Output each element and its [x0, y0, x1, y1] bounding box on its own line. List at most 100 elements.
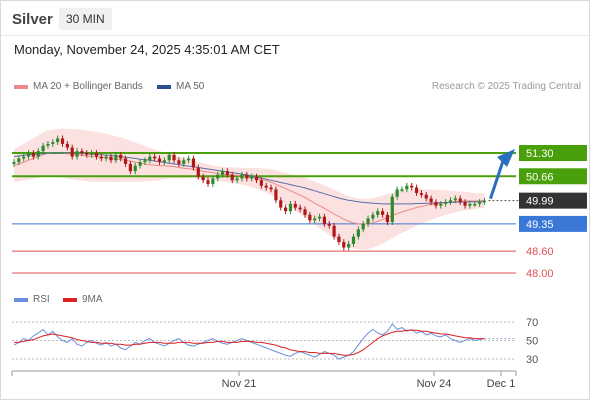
- candle-body: [167, 154, 171, 161]
- candle-body: [308, 214, 312, 221]
- price-tag-text-50.66: 50.66: [526, 171, 554, 183]
- candle-body: [109, 156, 113, 161]
- candle-body: [196, 167, 200, 177]
- candle-body: [288, 203, 293, 212]
- candle-body: [317, 216, 322, 219]
- candle-body: [80, 151, 84, 153]
- candle-body: [381, 211, 385, 215]
- candle-body: [482, 200, 487, 203]
- rsi-ma-legend-label: 9MA: [82, 294, 103, 305]
- candle-body: [279, 200, 283, 208]
- candle-body: [337, 236, 341, 243]
- candle-body: [225, 171, 229, 175]
- candle-body: [138, 162, 142, 166]
- candle-body: [468, 203, 472, 206]
- x-tick-label: Nov 21: [222, 378, 257, 390]
- instrument-title: Silver: [12, 11, 53, 28]
- candle-body: [211, 178, 215, 184]
- candle-body: [128, 163, 132, 172]
- candle-body: [366, 218, 370, 224]
- price-tag-text-51.30: 51.30: [526, 148, 554, 160]
- candle-body: [94, 153, 99, 157]
- candle-body: [414, 187, 419, 193]
- candle-body: [444, 202, 448, 204]
- candle-body: [235, 178, 239, 181]
- candle-body: [293, 203, 297, 208]
- price-tag-text-49.35: 49.35: [526, 219, 554, 231]
- candle-body: [41, 145, 45, 152]
- candle-body: [36, 151, 40, 157]
- candle-body: [172, 154, 176, 161]
- candle-body: [303, 209, 307, 215]
- candle-body: [216, 174, 220, 179]
- rsi-swatch: [14, 297, 28, 302]
- candle-body: [133, 165, 137, 172]
- candle-body: [250, 176, 254, 179]
- copyright-label: Research © 2025 Trading Central: [431, 81, 581, 92]
- projection-arrow-head: [497, 149, 515, 167]
- ma20-legend-label: MA 20 + Bollinger Bands: [33, 81, 143, 92]
- candle-body: [143, 160, 147, 163]
- candle-body: [274, 189, 278, 201]
- candle-body: [254, 176, 259, 181]
- price-label-48.00: 48.00: [526, 268, 554, 280]
- ma50-swatch: [157, 84, 171, 89]
- price-tag-51.30: [519, 145, 587, 161]
- candle-body: [453, 198, 457, 201]
- candle-body: [400, 189, 404, 191]
- candle-body: [123, 158, 128, 164]
- rsi-tick-30: 30: [526, 354, 538, 366]
- candle-body: [31, 153, 35, 157]
- candle-body: [313, 218, 317, 221]
- candle-body: [70, 147, 74, 157]
- legend-ma50: MA 50: [157, 81, 204, 92]
- legend-ma20: MA 20 + Bollinger Bands: [14, 81, 143, 92]
- projection-arrow-shaft: [489, 160, 505, 200]
- candle-body: [371, 214, 375, 219]
- candle-body: [463, 202, 467, 206]
- candle-body: [26, 153, 31, 157]
- x-tick-label: Nov 24: [417, 378, 452, 390]
- candle-body: [347, 243, 351, 248]
- candle-body: [85, 153, 89, 155]
- candle-body: [478, 202, 482, 204]
- candle-body: [153, 156, 157, 159]
- candle-body: [148, 156, 152, 161]
- candle-body: [448, 200, 453, 203]
- price-tag-text-49.99: 49.99: [526, 196, 554, 208]
- candle-body: [342, 242, 346, 248]
- candle-body: [332, 225, 336, 237]
- candle-body: [351, 236, 356, 244]
- timeframe-badge[interactable]: 30 MIN: [59, 8, 112, 30]
- ma20-line: [13, 152, 485, 225]
- datetime-label: Monday, November 24, 2025 4:35:01 AM CET: [14, 42, 280, 57]
- rsi-legend-label: RSI: [33, 294, 50, 305]
- price-tag-50.66: [519, 168, 587, 185]
- candle-body: [269, 187, 273, 190]
- candle-body: [264, 185, 268, 188]
- candle-body: [51, 142, 55, 144]
- candle-body: [114, 154, 118, 161]
- candle-body: [60, 138, 65, 144]
- candle-body: [356, 229, 360, 237]
- rsi-ma-swatch: [63, 297, 77, 302]
- candle-body: [65, 143, 69, 148]
- price-tag-49.35: [519, 215, 587, 232]
- rsi-ma-line: [14, 329, 485, 356]
- candle-body: [201, 176, 205, 181]
- rsi-tick-50: 50: [526, 336, 538, 348]
- candle-body: [162, 160, 166, 163]
- legend-rsi-ma: 9MA: [63, 294, 103, 305]
- candle-body: [12, 162, 16, 164]
- x-tick-label: Dec 1: [487, 378, 516, 390]
- candle-body: [458, 198, 462, 203]
- candle-body: [424, 194, 428, 199]
- candle-body: [298, 207, 302, 210]
- candle-body: [361, 223, 365, 230]
- candle-body: [240, 174, 244, 179]
- candle-body: [187, 158, 191, 161]
- candle-body: [182, 160, 186, 164]
- candle-body: [56, 138, 60, 143]
- candle-body: [104, 156, 108, 159]
- candle-body: [191, 158, 196, 168]
